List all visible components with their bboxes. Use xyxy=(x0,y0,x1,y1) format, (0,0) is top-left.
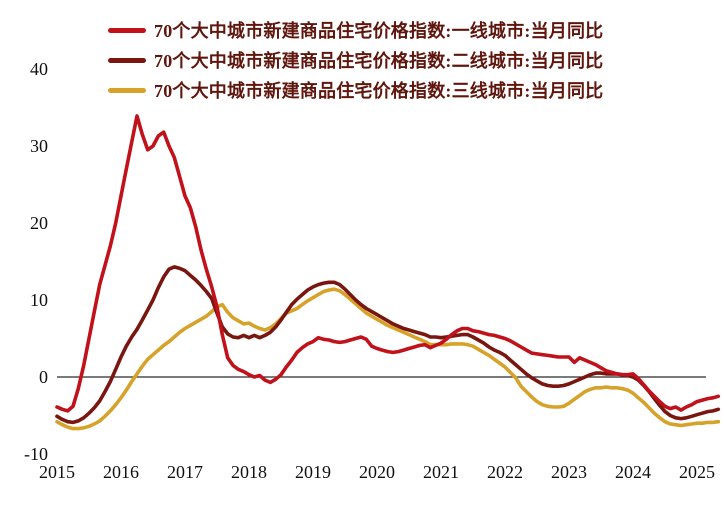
legend-item-second-tier: 70个大中城市新建商品住宅价格指数:二线城市:当月同比 xyxy=(108,45,603,75)
x-axis-tick-label: 2021 xyxy=(423,462,459,482)
y-axis-tick-label: 20 xyxy=(30,213,48,233)
second-tier-line-swatch-icon xyxy=(108,57,146,63)
x-axis-tick-label: 2024 xyxy=(615,462,651,482)
legend-label-first-tier: 70个大中城市新建商品住宅价格指数:一线城市:当月同比 xyxy=(154,21,604,41)
series-line-first-tier xyxy=(55,114,721,413)
x-axis-tick-label: 2020 xyxy=(359,462,395,482)
x-axis-tick-label: 2016 xyxy=(103,462,139,482)
third-tier-line-swatch-icon xyxy=(108,87,146,93)
x-axis-tick-label: 2017 xyxy=(167,462,203,482)
legend-item-first-tier: 70个大中城市新建商品住宅价格指数:一线城市:当月同比 xyxy=(108,15,603,45)
y-axis-tick-label: 30 xyxy=(30,136,48,156)
legend-label-third-tier: 70个大中城市新建商品住宅价格指数:三线城市:当月同比 xyxy=(154,81,604,101)
legend-label-second-tier: 70个大中城市新建商品住宅价格指数:二线城市:当月同比 xyxy=(154,51,604,71)
x-axis-tick-label: 2022 xyxy=(487,462,523,482)
y-axis-tick-label: 40 xyxy=(30,59,48,79)
series-line-third-tier xyxy=(55,287,721,431)
y-axis-tick-label: -10 xyxy=(24,444,48,464)
x-axis-tick-label: 2015 xyxy=(39,462,75,482)
chart-legend: 70个大中城市新建商品住宅价格指数:一线城市:当月同比 70个大中城市新建商品住… xyxy=(108,15,603,105)
y-axis-tick-label: 0 xyxy=(39,367,48,387)
legend-item-third-tier: 70个大中城市新建商品住宅价格指数:三线城市:当月同比 xyxy=(108,75,603,105)
x-axis-tick-label: 2019 xyxy=(295,462,331,482)
series-line-second-tier xyxy=(55,265,721,425)
y-axis-tick-label: 10 xyxy=(30,290,48,310)
x-axis-tick-label: 2025 xyxy=(679,462,715,482)
first-tier-line-swatch-icon xyxy=(108,27,146,33)
x-axis-tick-label: 2018 xyxy=(231,462,267,482)
x-axis-tick-label: 2023 xyxy=(551,462,587,482)
